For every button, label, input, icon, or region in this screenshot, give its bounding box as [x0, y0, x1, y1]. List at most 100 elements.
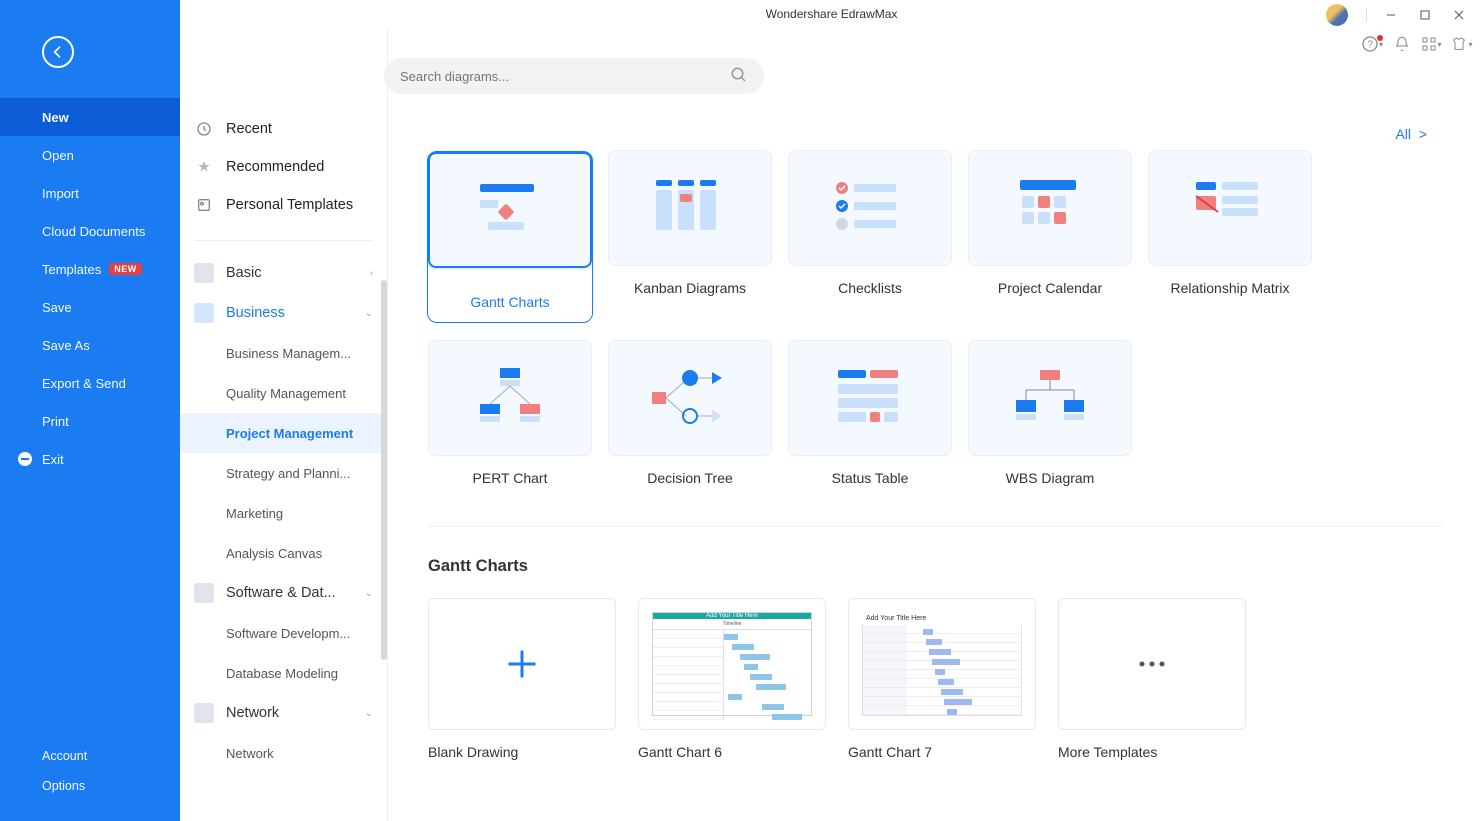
- category-icon: [194, 303, 214, 323]
- category-label: Basic: [226, 265, 261, 281]
- card-label: Gantt Charts: [428, 282, 592, 322]
- template-thumb: Add Your Title Here: [848, 598, 1036, 730]
- template-category-project-calendar[interactable]: Project Calendar: [968, 150, 1132, 324]
- template-category-gantt-charts[interactable]: Gantt Charts: [428, 150, 592, 324]
- nav-item-label: Templates: [42, 262, 101, 277]
- bell-icon[interactable]: [1391, 33, 1413, 55]
- user-avatar[interactable]: [1326, 4, 1348, 26]
- app-title: Wondershare EdrawMax: [766, 7, 898, 21]
- recommended-label: Recommended: [226, 159, 324, 175]
- category-network[interactable]: Network ⌄: [180, 693, 387, 733]
- separator: [1366, 8, 1367, 22]
- apps-icon[interactable]: ▾: [1421, 33, 1443, 55]
- card-label: Project Calendar: [998, 280, 1102, 296]
- nav-item-label: Exit: [42, 452, 64, 467]
- card-label: Decision Tree: [647, 470, 733, 486]
- template-label: More Templates: [1058, 744, 1246, 760]
- template-label: Blank Drawing: [428, 744, 616, 760]
- star-icon: [194, 157, 214, 177]
- nav-item-export-send[interactable]: Export & Send: [0, 364, 180, 402]
- recent-label: Recent: [226, 121, 272, 137]
- nav-item-cloud-documents[interactable]: Cloud Documents: [0, 212, 180, 250]
- template-more-templates[interactable]: More Templates: [1058, 598, 1246, 760]
- template-icon: [194, 195, 214, 215]
- nav-item-save-as[interactable]: Save As: [0, 326, 180, 364]
- section-title: Gantt Charts: [428, 557, 1443, 576]
- recent-link[interactable]: Recent: [194, 110, 373, 148]
- notification-dot: [1377, 35, 1383, 41]
- template-category-status-table[interactable]: Status Table: [788, 340, 952, 486]
- subcategory-quality-management[interactable]: Quality Management: [180, 373, 379, 413]
- subcategory-marketing[interactable]: Marketing: [180, 493, 379, 533]
- subcategory-software-developm[interactable]: Software Developm...: [180, 613, 379, 653]
- card-label: Checklists: [838, 280, 902, 296]
- template-category-checklists[interactable]: Checklists: [788, 150, 952, 324]
- template-label: Gantt Chart 7: [848, 744, 1036, 760]
- card-label: Kanban Diagrams: [634, 280, 746, 296]
- maximize-button[interactable]: [1409, 5, 1441, 25]
- scrollbar[interactable]: [381, 280, 387, 660]
- template-gantt-chart-6[interactable]: Add Your Title HereTimelineGantt Chart 6: [638, 598, 826, 760]
- chevron-icon: ⌄: [365, 708, 373, 719]
- category-business[interactable]: Business⌄: [180, 293, 387, 333]
- template-thumb: [1058, 598, 1246, 730]
- nav-item-label: Save: [42, 300, 72, 315]
- clock-icon: [194, 119, 214, 139]
- template-gantt-chart-7[interactable]: Add Your Title Here Gantt Chart 7: [848, 598, 1036, 760]
- subcategory-strategy-and-planni[interactable]: Strategy and Planni...: [180, 453, 379, 493]
- personal-templates-link[interactable]: Personal Templates: [194, 186, 373, 224]
- shirt-icon[interactable]: ▾: [1451, 33, 1473, 55]
- subcategory-project-management[interactable]: Project Management: [180, 413, 387, 453]
- template-blank-drawing[interactable]: Blank Drawing: [428, 598, 616, 760]
- template-label: Gantt Chart 6: [638, 744, 826, 760]
- new-badge: NEW: [109, 263, 142, 275]
- template-category-pert-chart[interactable]: PERT Chart: [428, 340, 592, 486]
- nav-item-save[interactable]: Save: [0, 288, 180, 326]
- category-icon: [194, 703, 214, 723]
- personal-label: Personal Templates: [226, 197, 353, 213]
- card-label: PERT Chart: [473, 470, 548, 486]
- subcategory-business-managem[interactable]: Business Managem...: [180, 333, 379, 373]
- nav-item-exit[interactable]: Exit: [0, 440, 180, 478]
- category-label: Network: [226, 705, 279, 721]
- back-button[interactable]: [42, 36, 74, 68]
- nav-item-templates[interactable]: Templates NEW: [0, 250, 180, 288]
- chevron-icon: ›: [370, 268, 373, 279]
- nav-item-label: New: [42, 110, 69, 125]
- title-bar: Wondershare EdrawMax: [180, 0, 1483, 28]
- category-basic[interactable]: Basic ›: [180, 253, 387, 293]
- nav-item-new[interactable]: New: [0, 98, 180, 136]
- template-thumb: [428, 598, 616, 730]
- chevron-icon: ⌄: [365, 308, 373, 319]
- category-software-dat[interactable]: Software & Dat...⌄: [180, 573, 387, 613]
- recommended-link[interactable]: Recommended: [194, 148, 373, 186]
- all-link[interactable]: All >: [1395, 126, 1427, 142]
- nav-item-label: Open: [42, 148, 74, 163]
- subcategory-database-modeling[interactable]: Database Modeling: [180, 653, 379, 693]
- template-category-kanban-diagrams[interactable]: Kanban Diagrams: [608, 150, 772, 324]
- subcategory-network[interactable]: Network: [180, 733, 379, 773]
- nav-item-print[interactable]: Print: [0, 402, 180, 440]
- nav-item-import[interactable]: Import: [0, 174, 180, 212]
- nav-item-options[interactable]: Options: [0, 771, 180, 801]
- exit-icon: [18, 452, 32, 466]
- nav-item-label: Save As: [42, 338, 90, 353]
- template-category-wbs-diagram[interactable]: WBS Diagram: [968, 340, 1132, 486]
- nav-item-open[interactable]: Open: [0, 136, 180, 174]
- minimize-button[interactable]: [1375, 5, 1407, 25]
- left-nav: New Open ImportCloud Documents Templates NEW…: [0, 0, 180, 821]
- subcategory-analysis-canvas[interactable]: Analysis Canvas: [180, 533, 379, 573]
- category-panel: Recent Recommended Personal Templates Ba…: [180, 0, 388, 821]
- template-category-relationship-matrix[interactable]: Relationship Matrix: [1148, 150, 1312, 324]
- category-icon: [194, 263, 214, 283]
- header-toolbar: ? ▾ ▾ ▾: [1361, 30, 1473, 58]
- nav-item-label: Export & Send: [42, 376, 126, 391]
- category-icon: [194, 583, 214, 603]
- nav-item-account[interactable]: Account: [0, 741, 180, 771]
- card-label: WBS Diagram: [1006, 470, 1095, 486]
- help-icon[interactable]: ? ▾: [1361, 33, 1383, 55]
- template-category-decision-tree[interactable]: Decision Tree: [608, 340, 772, 486]
- close-button[interactable]: [1443, 5, 1475, 25]
- card-label: Relationship Matrix: [1170, 280, 1289, 296]
- card-label: Status Table: [832, 470, 909, 486]
